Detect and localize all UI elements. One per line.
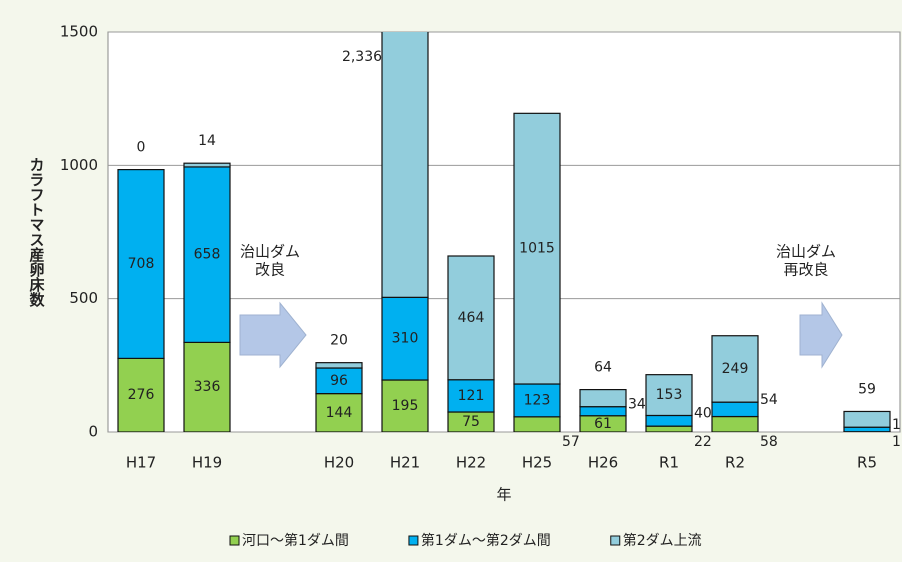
x-tick-label: H22 (456, 454, 486, 472)
bar-segment (843, 410, 891, 428)
y-tick-label: 1000 (60, 156, 98, 174)
data-label: 22 (694, 434, 712, 450)
plot-area (107, 31, 901, 433)
bar-segment (711, 401, 759, 418)
data-label: 2,336 (342, 49, 382, 65)
bar-segment (315, 367, 363, 395)
y-axis-label: カラフトマス産卵床数 (28, 157, 46, 308)
x-tick-label: H26 (588, 454, 618, 472)
x-tick-label: H19 (192, 454, 222, 472)
data-label: 0 (137, 140, 146, 156)
data-label: 121 (458, 388, 485, 404)
data-label: 153 (656, 387, 683, 403)
data-label: 59 (858, 381, 876, 397)
data-label: 54 (760, 392, 778, 408)
data-label: 464 (458, 310, 485, 326)
data-label: 58 (760, 434, 778, 450)
legend-label: 河口～第1ダム間 (242, 532, 349, 549)
legend-swatch (408, 535, 419, 546)
bar-segment (183, 162, 231, 168)
bar-segment (513, 112, 561, 385)
data-label: 708 (128, 256, 155, 272)
data-label: 276 (128, 387, 155, 403)
bar-segment (843, 426, 891, 432)
bar-segment (711, 415, 759, 432)
data-label: 658 (194, 247, 221, 263)
data-label: 1015 (519, 241, 555, 257)
bar-segment (645, 425, 693, 432)
bar-segment (315, 362, 363, 369)
data-label: 96 (330, 373, 348, 389)
bar-segment (645, 414, 693, 427)
data-label: 75 (462, 414, 480, 430)
data-label: 40 (694, 405, 712, 421)
x-tick-label: H25 (522, 454, 552, 472)
bar-segment (579, 406, 627, 417)
y-tick-label: 1500 (60, 23, 98, 41)
bar-segment (645, 374, 693, 417)
x-tick-label: H21 (390, 454, 420, 472)
bar-segment (381, 32, 429, 298)
data-label: 20 (330, 333, 348, 349)
arrow (239, 301, 307, 369)
data-label: 57 (562, 434, 580, 450)
y-tick-label: 500 (69, 289, 98, 307)
bar-segment (381, 379, 429, 432)
data-label: 144 (326, 405, 353, 421)
bar-segment (447, 255, 495, 381)
data-label: 336 (194, 379, 221, 395)
annotation: 再改良 (783, 261, 828, 279)
bar-segment (579, 389, 627, 408)
data-label: 17 (892, 417, 902, 433)
x-tick-label: H17 (126, 454, 156, 472)
data-label: 310 (392, 331, 419, 347)
bar-segment (513, 416, 561, 432)
annotation: 治山ダム (776, 243, 836, 261)
bar-segment (117, 169, 165, 360)
arrow (799, 301, 843, 369)
data-label: 34 (628, 397, 646, 413)
annotation: 治山ダム (240, 243, 300, 261)
data-label: 195 (392, 398, 419, 414)
data-label: 14 (198, 133, 216, 149)
x-tick-label: R2 (725, 454, 745, 472)
y-tick-label: 0 (88, 423, 98, 441)
x-tick-label: H20 (324, 454, 354, 472)
legend-label: 第2ダム上流 (623, 532, 702, 549)
x-tick-label: R1 (659, 454, 679, 472)
data-label: 1 (892, 434, 901, 450)
bar-segment (447, 379, 495, 413)
data-label: 123 (524, 392, 551, 408)
legend-swatch (229, 535, 240, 546)
bar-segment (711, 335, 759, 403)
x-tick-label: R5 (857, 454, 877, 472)
data-label: 249 (722, 361, 749, 377)
data-label: 61 (594, 416, 612, 432)
annotation: 改良 (255, 261, 285, 279)
legend-swatch (610, 535, 621, 546)
legend-label: 第1ダム～第2ダム間 (421, 532, 551, 549)
bars (117, 32, 891, 432)
data-label: 64 (594, 360, 612, 376)
x-axis-label: 年 (496, 486, 511, 504)
